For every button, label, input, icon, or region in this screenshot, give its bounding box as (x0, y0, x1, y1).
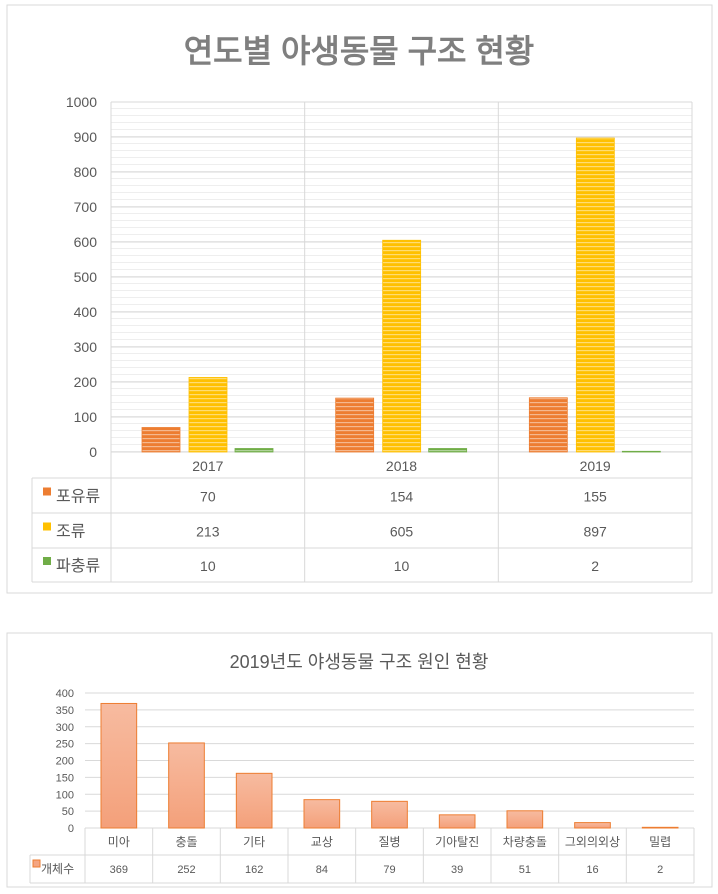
y-tick-label: 50 (62, 806, 74, 818)
y-tick-label: 200 (74, 374, 98, 390)
bar-조류-2019 (575, 137, 615, 453)
chart-title: 2019년도 야생동물 구조 원인 현황 (230, 652, 489, 672)
data-table-value: 162 (245, 864, 263, 876)
y-tick-label: 400 (56, 688, 74, 700)
y-tick-label: 0 (68, 823, 74, 835)
data-table-value: 155 (583, 489, 607, 505)
chart-frame (6, 632, 713, 888)
data-table-value: 84 (316, 864, 328, 876)
bar-차량충돌 (506, 810, 544, 829)
bar-밀렵 (641, 826, 679, 829)
bar-조류-2018 (382, 239, 422, 453)
data-table-value: 51 (519, 864, 531, 876)
x-tick-label: 기타 (243, 835, 265, 849)
legend-key-포유류 (43, 487, 51, 496)
y-tick-label: 800 (74, 164, 98, 180)
y-tick-label: 0 (89, 444, 97, 460)
bar-포유류-2018 (335, 397, 375, 453)
y-tick-label: 1000 (66, 94, 97, 110)
data-table-value: 79 (383, 864, 395, 876)
data-table-value: 70 (200, 489, 216, 505)
bar-미아 (100, 702, 138, 829)
data-table-value: 16 (586, 864, 598, 876)
x-tick-label: 차량충돌 (503, 835, 547, 849)
x-tick-label: 미아 (108, 835, 130, 849)
legend-key-파충류 (43, 557, 51, 565)
y-tick-label: 200 (56, 756, 74, 768)
bar-그외의외상 (574, 822, 611, 829)
data-table-value: 2 (591, 558, 599, 574)
data-table-value: 252 (177, 864, 195, 876)
y-tick-label: 150 (56, 772, 74, 784)
data-table-value: 2 (657, 864, 663, 876)
bar-교상 (303, 799, 341, 829)
bar-파충류-2018 (428, 448, 468, 453)
legend-label: 개체수 (41, 862, 74, 876)
legend-key-조류 (43, 522, 51, 531)
chart-title: 연도별 야생동물 구조 현황 (184, 33, 535, 69)
x-tick-label: 2018 (386, 458, 417, 474)
data-table-value: 10 (200, 558, 216, 574)
bar-파충류-2017 (234, 448, 274, 453)
x-tick-label: 교상 (311, 835, 333, 849)
bar-파충류-2019 (621, 450, 661, 453)
data-table-value: 39 (451, 864, 463, 876)
y-tick-label: 300 (74, 339, 98, 355)
y-tick-label: 350 (56, 705, 74, 717)
data-table-value: 369 (110, 864, 128, 876)
y-tick-label: 100 (56, 789, 74, 801)
x-tick-label: 2019 (580, 458, 611, 474)
x-tick-label: 그외의외상 (565, 835, 620, 849)
bar-질병 (371, 800, 408, 829)
bar-기타 (235, 772, 273, 829)
bar-포유류-2019 (528, 397, 568, 453)
bar-충돌 (168, 742, 205, 829)
y-tick-label: 600 (74, 234, 98, 250)
x-tick-label: 기아탈진 (435, 835, 479, 849)
y-tick-label: 900 (74, 129, 98, 145)
bar-포유류-2017 (141, 427, 181, 453)
data-table-value: 154 (390, 489, 414, 505)
bar-기아탈진 (438, 814, 476, 829)
data-table-value: 10 (394, 558, 410, 574)
x-tick-label: 밀렵 (649, 835, 671, 849)
legend-label: 파충류 (56, 557, 100, 575)
y-tick-label: 500 (74, 269, 98, 285)
chart-yearly-rescue: 연도별 야생동물 구조 현황 0 100 200 300 400 500 600 700 800 9… (6, 4, 713, 594)
bar-조류-2017 (188, 377, 228, 453)
y-tick-label: 100 (74, 409, 98, 425)
x-tick-label: 충돌 (175, 835, 197, 849)
data-table-value: 897 (583, 524, 607, 540)
data-table-value: 605 (390, 524, 414, 540)
y-tick-label: 700 (74, 199, 98, 215)
legend-label: 포유류 (56, 489, 100, 506)
y-tick-label: 300 (56, 722, 74, 734)
legend-key (32, 859, 41, 868)
y-tick-label: 400 (74, 304, 98, 320)
data-table-value: 213 (196, 524, 220, 540)
y-tick-label: 250 (56, 739, 74, 751)
legend-label: 조류 (56, 524, 85, 541)
x-tick-label: 2017 (192, 458, 223, 474)
x-tick-label: 질병 (378, 835, 400, 849)
